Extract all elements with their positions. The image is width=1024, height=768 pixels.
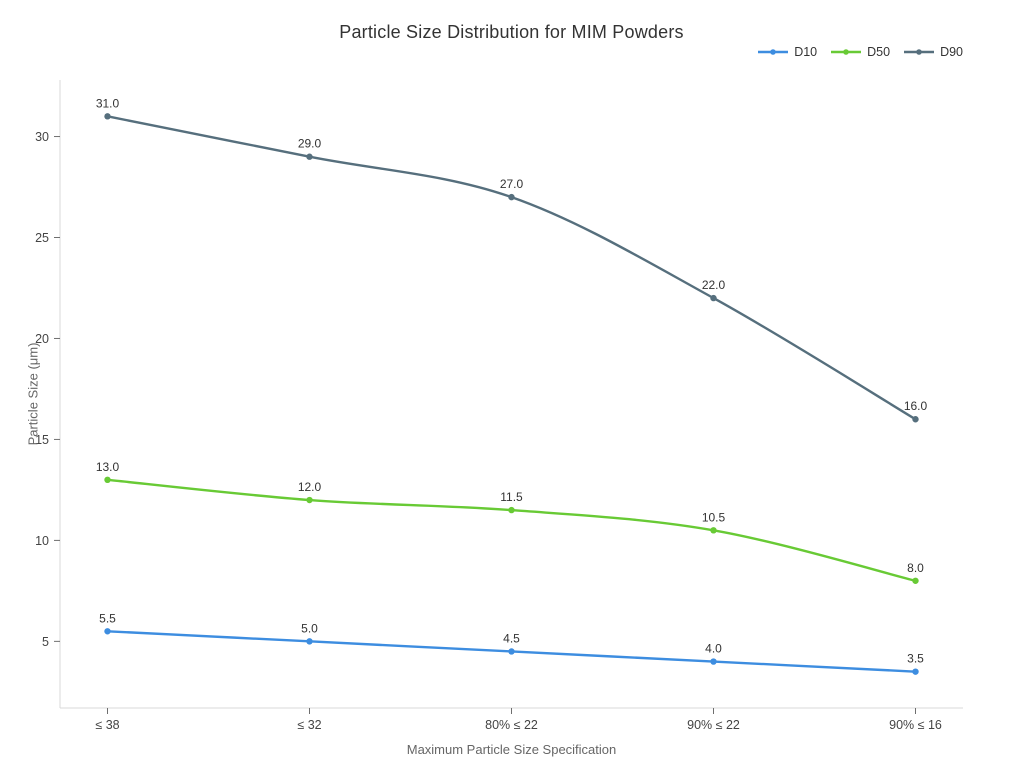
data-label-d90-1: 29.0 [298,137,322,151]
data-point-d50-2[interactable] [508,506,515,514]
data-point-d10-1[interactable] [306,638,313,645]
data-point-d10-3[interactable] [710,658,717,665]
y-tick-label: 15 [35,433,49,447]
x-axis-title: Maximum Particle Size Specification [406,742,617,757]
data-label-d50-4: 8.0 [907,561,924,575]
data-point-d50-1[interactable] [306,496,313,504]
data-point-d10-4[interactable] [912,668,919,675]
x-tick-label: 90% ≤ 22 [687,718,740,732]
y-tick-label: 25 [35,231,49,245]
data-point-d90-0[interactable] [104,113,111,120]
data-label-d10-4: 3.5 [907,652,924,666]
data-point-d90-4[interactable] [912,416,919,423]
series-line-d90 [106,115,917,421]
data-point-d90-1[interactable] [306,153,313,160]
x-tick-label: ≤ 32 [297,718,321,732]
data-label-d50-0: 13.0 [96,460,120,474]
legend-line-marker-icon [831,49,862,55]
data-label-d10-1: 5.0 [301,621,318,635]
data-label-d90-4: 16.0 [904,399,928,413]
data-label-d50-2: 11.5 [500,490,523,504]
y-axis-title: Particle Size (μm) [25,342,41,446]
y-tick-label: 30 [35,130,49,144]
legend-item-d50[interactable]: D50 [831,45,890,59]
data-label-d90-3: 22.0 [702,278,726,292]
data-label-d50-3: 10.5 [702,510,726,524]
legend-item-d10[interactable]: D10 [758,45,817,59]
data-point-d50-0[interactable] [104,476,111,484]
x-tick-label: 80% ≤ 22 [485,718,538,732]
data-label-d10-2: 4.5 [503,631,520,645]
data-point-d90-3[interactable] [710,294,717,302]
x-tick-label: ≤ 38 [95,718,119,732]
data-point-d90-2[interactable] [508,193,515,201]
legend-line-marker-icon [758,49,789,55]
chart-title: Particle Size Distribution for MIM Powde… [339,22,684,42]
x-tick-label: 90% ≤ 16 [889,718,942,732]
data-label-d90-0: 31.0 [96,96,120,110]
y-tick-label: 5 [42,635,49,649]
legend-label: D50 [867,45,891,59]
data-point-d10-0[interactable] [104,628,111,635]
data-label-d50-1: 12.0 [298,480,322,494]
data-point-d10-2[interactable] [508,648,515,655]
data-label-d10-3: 4.0 [705,642,722,656]
legend-item-d90[interactable]: D90 [904,45,963,59]
y-tick-label: 20 [35,332,49,346]
legend-label: D10 [794,45,818,59]
data-point-d50-4[interactable] [912,577,919,584]
data-label-d90-2: 27.0 [500,177,524,191]
legend-label: D90 [940,45,963,59]
y-tick-label: 10 [35,534,49,548]
data-label-d10-0: 5.5 [99,611,116,625]
data-point-d50-3[interactable] [710,527,717,534]
legend: D10 D50 D90 [758,45,963,59]
legend-line-marker-icon [904,49,935,55]
